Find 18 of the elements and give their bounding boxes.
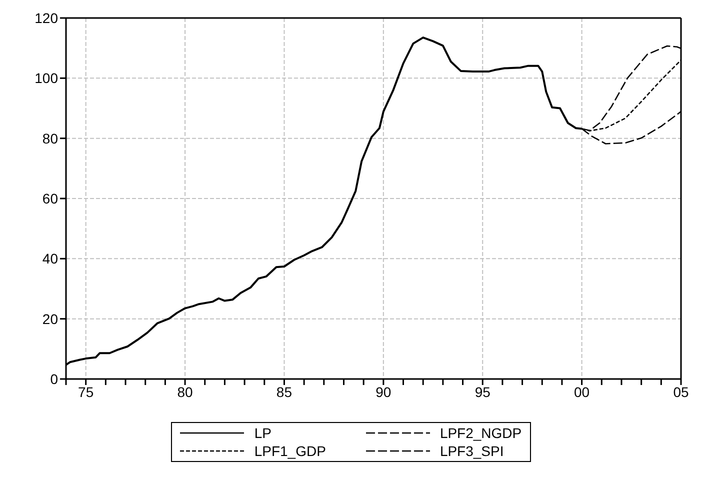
y-tick-label: 80 bbox=[42, 130, 58, 146]
x-tick-label: 05 bbox=[673, 384, 689, 400]
y-tick-label: 100 bbox=[34, 70, 58, 86]
y-tick-label: 40 bbox=[42, 250, 58, 267]
legend-label: LPF2_NGDP bbox=[440, 424, 522, 442]
x-tick-label: 80 bbox=[177, 384, 194, 400]
y-tick-label: 60 bbox=[42, 190, 58, 206]
x-tick-label: 75 bbox=[78, 384, 94, 400]
legend-label: LPF1_GDP bbox=[254, 442, 326, 460]
y-tick-label: 120 bbox=[34, 10, 58, 26]
y-tick-label: 0 bbox=[50, 370, 58, 387]
legend-label: LP bbox=[254, 424, 272, 442]
x-tick-label: 90 bbox=[376, 384, 392, 400]
legend-label: LPF3_SPI bbox=[440, 442, 504, 460]
y-tick-label: 20 bbox=[42, 310, 58, 327]
x-tick-label: 95 bbox=[474, 384, 491, 400]
x-tick-label: 85 bbox=[276, 384, 292, 400]
x-tick-label: 00 bbox=[574, 384, 590, 400]
